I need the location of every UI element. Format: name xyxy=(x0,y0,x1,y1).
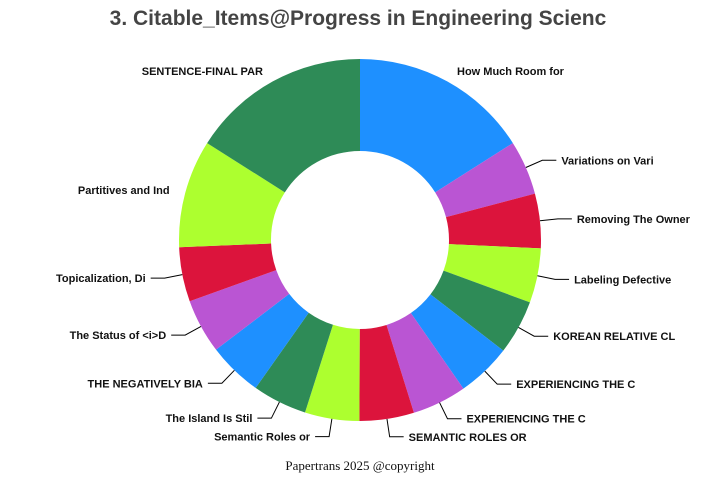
slice-12 xyxy=(189,270,290,350)
leader-lines-group xyxy=(150,159,572,438)
slice-7 xyxy=(386,313,464,413)
slice-1 xyxy=(360,59,513,193)
slice-label-1: How Much Room for xyxy=(457,66,565,78)
copyright-footer: Papertrans 2025 @copyright xyxy=(285,458,435,473)
slice-14 xyxy=(179,143,285,248)
slice-6 xyxy=(410,294,504,389)
slice-10 xyxy=(255,312,333,413)
slice-8 xyxy=(359,324,414,421)
slice-label-9: Semantic Roles or xyxy=(214,432,311,444)
slices-group xyxy=(179,59,542,421)
slice-13 xyxy=(179,243,277,302)
leader-line-8 xyxy=(386,418,404,438)
leader-line-3 xyxy=(539,218,572,222)
slice-label-6: EXPERIENCING THE C xyxy=(516,379,635,391)
leader-line-10 xyxy=(257,401,280,419)
leader-line-6 xyxy=(484,370,512,385)
slice-label-4: Labeling Defective xyxy=(574,274,671,286)
slice-label-15: SENTENCE-FINAL PAR xyxy=(142,66,263,78)
chart-title: 3. Citable_Items@Progress in Engineering… xyxy=(110,7,607,30)
slice-label-13: Topicalization, Di xyxy=(56,273,146,285)
labels-group: How Much Room for Variations on Vari Remov… xyxy=(56,66,691,444)
slice-label-14: Partitives and Ind xyxy=(78,185,170,197)
leader-line-13 xyxy=(150,274,183,279)
slice-3 xyxy=(446,193,542,249)
slice-label-5: KOREAN RELATIVE CL xyxy=(553,331,675,343)
leader-line-5 xyxy=(518,327,549,337)
slice-5 xyxy=(430,270,530,351)
slice-9 xyxy=(305,324,360,421)
leader-line-11 xyxy=(207,369,235,384)
leader-line-4 xyxy=(537,275,570,280)
slice-label-10: The Island Is Stil xyxy=(166,413,253,425)
slice-label-8: SEMANTIC ROLES OR xyxy=(409,432,527,444)
slice-4 xyxy=(443,244,541,303)
slice-label-12: The Status of <i>D xyxy=(70,330,167,342)
slice-label-7: EXPERIENCING THE C xyxy=(466,414,585,426)
leader-line-9 xyxy=(315,418,333,438)
slice-15 xyxy=(207,59,360,193)
slice-11 xyxy=(216,293,309,388)
slice-label-3: Removing The Owner xyxy=(577,214,691,226)
leader-line-2 xyxy=(525,159,557,168)
leader-line-12 xyxy=(171,326,202,336)
slice-label-2: Variations on Vari xyxy=(561,155,653,167)
slice-label-11: THE NEGATIVELY BIA xyxy=(88,378,203,390)
leader-line-7 xyxy=(439,402,462,420)
slice-2 xyxy=(435,143,535,218)
